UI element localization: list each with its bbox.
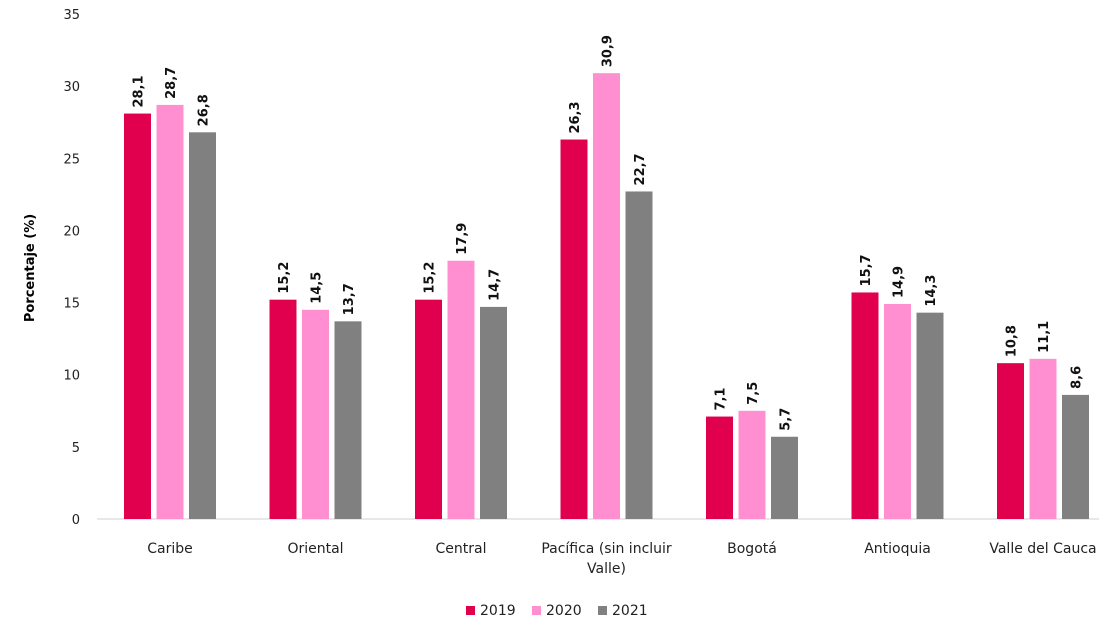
data-label: 26,3: [568, 101, 583, 133]
data-label: 30,9: [601, 35, 616, 67]
data-label: 14,7: [488, 269, 503, 301]
legend-swatch-2020: [532, 606, 541, 615]
y-ticks: 0 5 10 15 20 25 30 35: [63, 8, 80, 528]
data-label: 10,8: [1005, 325, 1020, 357]
bar-2021: [334, 321, 362, 519]
data-label: 8,6: [1070, 366, 1085, 389]
y-tick-label: 30: [63, 80, 80, 95]
bar-2019: [706, 416, 733, 519]
bar-2021: [480, 306, 507, 519]
bar-2020: [738, 410, 766, 519]
bar-2021: [189, 132, 216, 520]
bar-2020: [302, 309, 329, 519]
bar-2021: [625, 191, 653, 519]
x-tick-label: Central: [436, 541, 487, 557]
y-tick-label: 35: [63, 8, 80, 23]
y-tick-label: 25: [63, 152, 80, 167]
x-tick-label: Oriental: [287, 541, 343, 557]
x-tick-label: Valle del Cauca: [989, 541, 1096, 557]
x-tick-label: Valle): [587, 561, 626, 577]
legend-swatch-2021: [598, 606, 607, 615]
data-label: 28,1: [132, 75, 147, 107]
bar-2020: [156, 104, 184, 520]
data-label: 7,1: [714, 388, 729, 411]
x-tick-label: Antioquia: [864, 541, 931, 557]
data-label: 7,5: [746, 382, 761, 405]
bar-2021: [916, 312, 944, 519]
bars: [124, 73, 1089, 520]
y-axis-label: Porcentaje (%): [23, 214, 38, 322]
bar-2020: [447, 260, 475, 519]
bar-2020: [884, 304, 911, 519]
x-tick-label: Pacífica (sin incluir: [541, 541, 672, 557]
bar-2019: [415, 299, 442, 519]
data-label: 15,2: [277, 262, 292, 294]
bar-2019: [124, 113, 151, 520]
data-label: 15,2: [423, 262, 438, 294]
data-label: 5,7: [779, 408, 794, 431]
bar-2020: [1029, 358, 1057, 519]
data-label: 14,5: [310, 272, 325, 304]
legend: 2019 2020 2021: [466, 603, 648, 619]
data-label: 22,7: [633, 153, 648, 185]
bar-2019: [997, 363, 1024, 519]
bar-2020: [593, 73, 620, 520]
data-label: 28,7: [164, 67, 179, 99]
bar-2019: [269, 299, 297, 519]
legend-label-2021: 2021: [612, 603, 648, 619]
y-tick-label: 0: [72, 513, 80, 528]
data-label: 15,7: [859, 254, 874, 286]
y-tick-label: 10: [63, 369, 80, 384]
y-tick-label: 15: [63, 297, 80, 312]
y-tick-label: 20: [63, 224, 80, 239]
bar-2021: [1062, 394, 1089, 519]
bar-2019: [560, 139, 588, 519]
x-tick-label: Caribe: [147, 541, 193, 557]
legend-swatch-2019: [466, 606, 475, 615]
bar-2021: [771, 436, 798, 519]
bar-2019: [851, 292, 879, 519]
data-label: 17,9: [455, 223, 470, 255]
x-ticks: Caribe Oriental Central Pacífica (sin inclu…: [147, 541, 1096, 577]
data-label: 13,7: [342, 283, 357, 315]
data-label: 14,3: [924, 275, 939, 307]
data-labels: 28,1 28,7 26,8 15,2 14,5 13,7 15,2 17,9 14,7 26,3…: [132, 35, 1085, 431]
x-tick-label: Bogotá: [727, 541, 777, 557]
data-label: 11,1: [1037, 321, 1052, 353]
y-tick-label: 5: [72, 441, 80, 456]
data-label: 26,8: [197, 94, 212, 126]
legend-label-2019: 2019: [480, 603, 516, 619]
legend-label-2020: 2020: [546, 603, 582, 619]
data-label: 14,9: [892, 266, 907, 298]
